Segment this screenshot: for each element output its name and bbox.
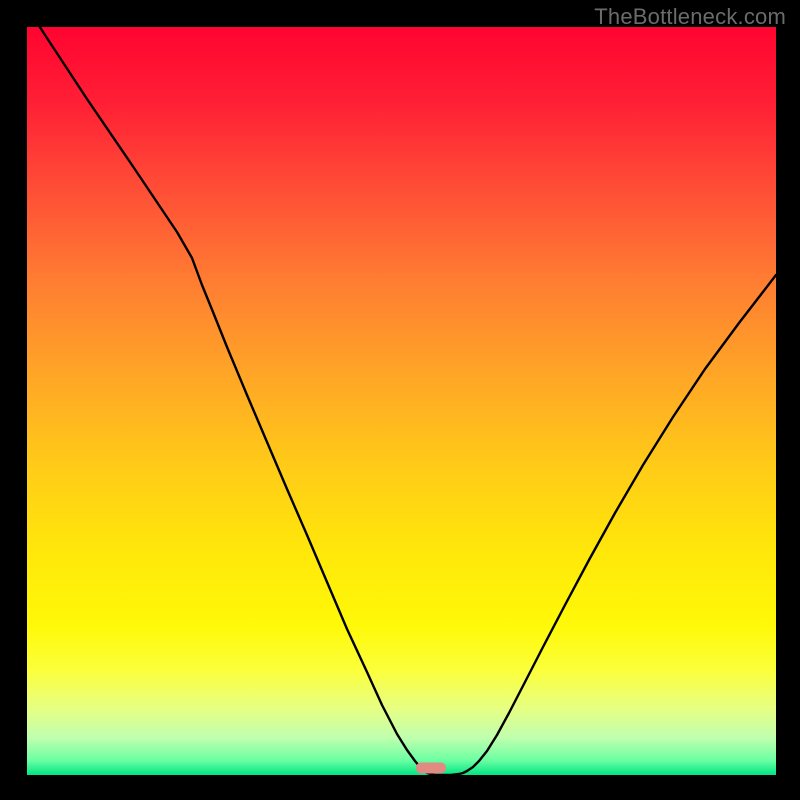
bottleneck-curve	[27, 27, 776, 775]
bottom-marker	[416, 763, 446, 774]
watermark-text: TheBottleneck.com	[594, 4, 786, 30]
plot-area	[27, 27, 776, 775]
curve-path	[27, 27, 776, 775]
chart-frame	[0, 0, 800, 800]
